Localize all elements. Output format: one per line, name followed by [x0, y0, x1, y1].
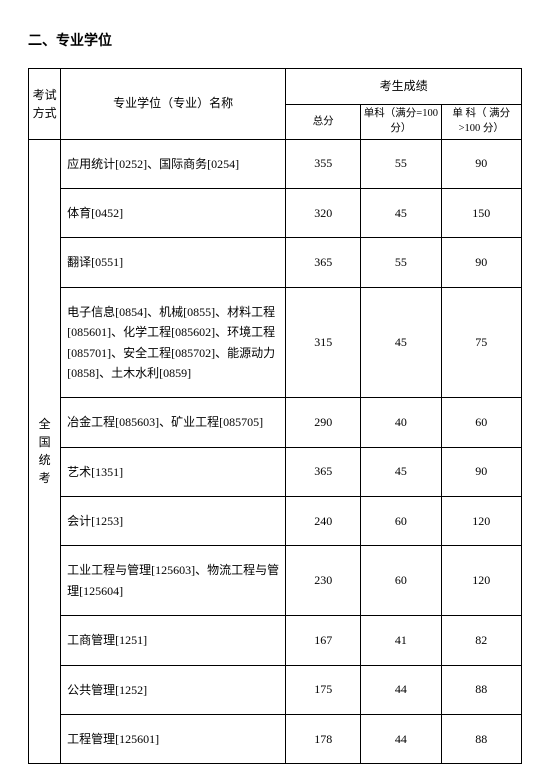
table-row: 工程管理[125601]1784488	[29, 715, 522, 764]
sub1-cell: 60	[361, 546, 441, 616]
major-cell: 电子信息[0854]、机械[0855]、材料工程[085601]、化学工程[08…	[61, 287, 286, 398]
table-row: 艺术[1351]3654590	[29, 447, 522, 496]
sub1-cell: 55	[361, 238, 441, 287]
sub2-cell: 82	[441, 616, 521, 665]
total-cell: 167	[286, 616, 361, 665]
table-row: 全国统考应用统计[0252]、国际商务[0254]3555590	[29, 139, 522, 188]
major-cell: 翻译[0551]	[61, 238, 286, 287]
table-row: 公共管理[1252]1754488	[29, 665, 522, 714]
header-total: 总分	[286, 105, 361, 139]
table-row: 翻译[0551]3655590	[29, 238, 522, 287]
header-method-text: 考试 方式	[31, 86, 58, 122]
total-cell: 365	[286, 447, 361, 496]
sub1-cell: 40	[361, 398, 441, 447]
major-cell: 体育[0452]	[61, 188, 286, 237]
sub1-cell: 60	[361, 497, 441, 546]
total-cell: 355	[286, 139, 361, 188]
sub2-cell: 120	[441, 497, 521, 546]
method-cell: 全国统考	[29, 139, 61, 764]
sub1-cell: 41	[361, 616, 441, 665]
total-cell: 240	[286, 497, 361, 546]
major-cell: 工商管理[1251]	[61, 616, 286, 665]
major-cell: 艺术[1351]	[61, 447, 286, 496]
sub2-cell: 88	[441, 715, 521, 764]
total-cell: 315	[286, 287, 361, 398]
total-cell: 230	[286, 546, 361, 616]
header-sub2: 单 科（ 满分>100 分）	[441, 105, 521, 139]
table-row: 工商管理[1251]1674182	[29, 616, 522, 665]
section-title: 二、专业学位	[28, 30, 522, 50]
header-sub1: 单科（满分=100 分）	[361, 105, 441, 139]
sub2-cell: 75	[441, 287, 521, 398]
sub1-cell: 45	[361, 447, 441, 496]
header-major: 专业学位（专业）名称	[61, 69, 286, 140]
table-body: 全国统考应用统计[0252]、国际商务[0254]3555590体育[0452]…	[29, 139, 522, 764]
table-row: 会计[1253]24060120	[29, 497, 522, 546]
major-cell: 公共管理[1252]	[61, 665, 286, 714]
table-row: 体育[0452]32045150	[29, 188, 522, 237]
major-cell: 会计[1253]	[61, 497, 286, 546]
header-method: 考试 方式	[29, 69, 61, 140]
sub1-cell: 45	[361, 188, 441, 237]
sub2-cell: 120	[441, 546, 521, 616]
table-row: 电子信息[0854]、机械[0855]、材料工程[085601]、化学工程[08…	[29, 287, 522, 398]
sub2-cell: 90	[441, 238, 521, 287]
sub1-cell: 55	[361, 139, 441, 188]
total-cell: 178	[286, 715, 361, 764]
total-cell: 320	[286, 188, 361, 237]
sub1-cell: 44	[361, 715, 441, 764]
method-char: 统	[31, 451, 58, 469]
method-char: 国	[31, 433, 58, 451]
score-table: 考试 方式 专业学位（专业）名称 考生成绩 总分 单科（满分=100 分） 单 …	[28, 68, 522, 764]
table-row: 工业工程与管理[125603]、物流工程与管理[125604]23060120	[29, 546, 522, 616]
major-cell: 工程管理[125601]	[61, 715, 286, 764]
major-cell: 工业工程与管理[125603]、物流工程与管理[125604]	[61, 546, 286, 616]
total-cell: 175	[286, 665, 361, 714]
table-row: 冶金工程[085603]、矿业工程[085705]2904060	[29, 398, 522, 447]
major-cell: 应用统计[0252]、国际商务[0254]	[61, 139, 286, 188]
total-cell: 290	[286, 398, 361, 447]
sub2-cell: 60	[441, 398, 521, 447]
method-char: 全	[31, 415, 58, 433]
sub2-cell: 90	[441, 447, 521, 496]
header-score-group: 考生成绩	[286, 69, 522, 105]
major-cell: 冶金工程[085603]、矿业工程[085705]	[61, 398, 286, 447]
sub2-cell: 88	[441, 665, 521, 714]
total-cell: 365	[286, 238, 361, 287]
sub2-cell: 90	[441, 139, 521, 188]
method-char: 考	[31, 469, 58, 487]
sub2-cell: 150	[441, 188, 521, 237]
sub1-cell: 44	[361, 665, 441, 714]
sub1-cell: 45	[361, 287, 441, 398]
